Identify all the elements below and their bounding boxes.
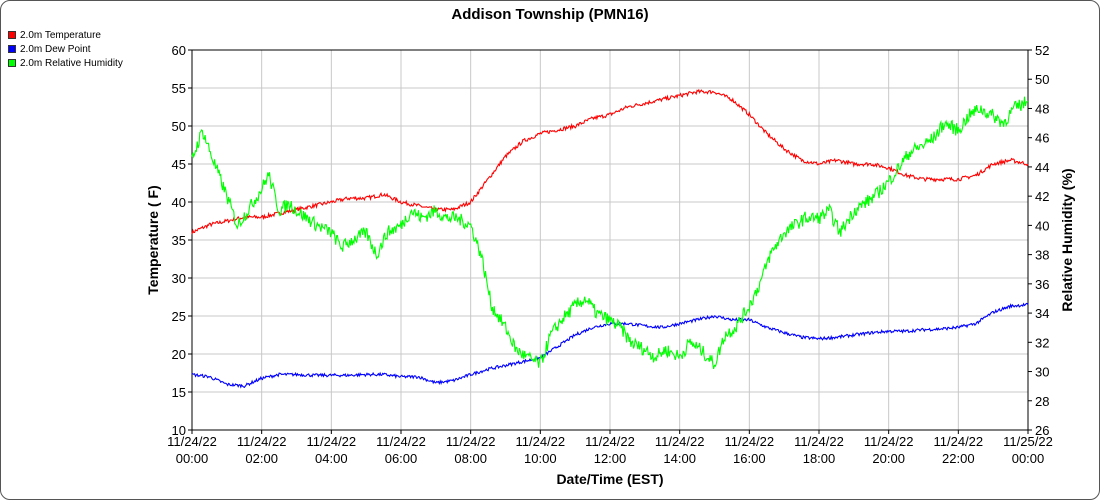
y-left-tick-label: 60 <box>172 43 186 58</box>
x-tick-time: 14:00 <box>663 451 696 466</box>
x-tick-date: 11/24/22 <box>794 434 844 449</box>
y-left-tick-label: 30 <box>172 271 186 286</box>
x-tick-time: 18:00 <box>803 451 836 466</box>
x-tick-date: 11/24/22 <box>585 434 635 449</box>
series-layer <box>191 88 1029 389</box>
x-tick-date: 11/24/22 <box>864 434 914 449</box>
y-left-tick-label: 25 <box>172 309 186 324</box>
x-tick-date: 11/24/22 <box>655 434 705 449</box>
y-left-tick-label: 45 <box>172 157 186 172</box>
x-tick-date: 11/24/22 <box>516 434 566 449</box>
x-tick-date: 11/24/22 <box>934 434 984 449</box>
x-tick-time: 04:00 <box>315 451 348 466</box>
y-right-tick-label: 52 <box>1035 43 1049 58</box>
y-axis-right-label: Relative Humidity (%) <box>1059 168 1075 311</box>
x-tick-date: 11/25/22 <box>1003 434 1053 449</box>
x-tick-date: 11/24/22 <box>237 434 287 449</box>
y-right-tick-label: 32 <box>1035 335 1049 350</box>
x-tick-date: 11/24/22 <box>446 434 496 449</box>
legend: 2.0m Temperature 2.0m Dew Point 2.0m Rel… <box>8 28 123 70</box>
y-right-tick-label: 36 <box>1035 277 1049 292</box>
y-left-tick-label: 35 <box>172 233 186 248</box>
legend-swatch-relative-humidity <box>8 59 16 67</box>
legend-label-relative-humidity: 2.0m Relative Humidity <box>20 57 123 69</box>
x-tick-time: 06:00 <box>385 451 418 466</box>
x-tick-time: 20:00 <box>872 451 905 466</box>
x-tick-time: 12:00 <box>594 451 627 466</box>
y-right-tick-label: 26 <box>1035 423 1049 438</box>
legend-swatch-dew-point <box>8 45 16 53</box>
legend-item-temperature: 2.0m Temperature <box>8 28 123 42</box>
x-tick-time: 02:00 <box>245 451 278 466</box>
x-tick-date: 11/24/22 <box>725 434 775 449</box>
y-right-tick-label: 50 <box>1035 72 1049 87</box>
y-right-tick-label: 28 <box>1035 394 1049 409</box>
series-line-2-0m-temperature <box>191 88 1029 235</box>
y-right-tick-label: 34 <box>1035 306 1049 321</box>
y-right-tick-label: 30 <box>1035 365 1049 380</box>
x-tick-time: 22:00 <box>942 451 975 466</box>
x-tick-date: 11/24/22 <box>167 434 217 449</box>
legend-swatch-temperature <box>8 31 16 39</box>
y-left-tick-label: 40 <box>172 195 186 210</box>
y-left-tick-label: 20 <box>172 347 186 362</box>
y-right-tick-label: 42 <box>1035 189 1049 204</box>
legend-item-dew-point: 2.0m Dew Point <box>8 42 123 56</box>
y-left-tick-label: 10 <box>172 423 186 438</box>
ticks: 11/24/22 00:00 11/24/22 02:00 11/24/22 04:00 1… <box>167 43 1053 466</box>
x-tick-time: 00:00 <box>176 451 209 466</box>
y-right-tick-label: 38 <box>1035 248 1049 263</box>
x-tick-time: 10:00 <box>524 451 557 466</box>
series-line-2-0m-dew-point <box>191 302 1029 389</box>
y-axis-left-label: Temperature ( F) <box>145 185 161 294</box>
y-left-tick-label: 55 <box>172 81 186 96</box>
x-axis-label: Date/Time (EST) <box>556 471 663 487</box>
chart-title: Addison Township (PMN16) <box>451 6 648 23</box>
y-left-tick-label: 50 <box>172 119 186 134</box>
x-tick-time: 00:00 <box>1012 451 1045 466</box>
legend-label-temperature: 2.0m Temperature <box>20 29 101 41</box>
y-right-tick-label: 46 <box>1035 131 1049 146</box>
y-left-tick-label: 15 <box>172 385 186 400</box>
x-tick-date: 11/24/22 <box>376 434 426 449</box>
y-right-tick-label: 48 <box>1035 101 1049 116</box>
grid <box>191 49 1029 431</box>
x-tick-time: 16:00 <box>733 451 766 466</box>
x-tick-time: 08:00 <box>454 451 487 466</box>
series-line-2-0m-relative-humidity <box>191 96 1029 370</box>
legend-label-dew-point: 2.0m Dew Point <box>20 43 91 55</box>
legend-item-relative-humidity: 2.0m Relative Humidity <box>8 56 123 70</box>
y-right-tick-label: 40 <box>1035 218 1049 233</box>
x-tick-date: 11/24/22 <box>307 434 357 449</box>
y-right-tick-label: 44 <box>1035 160 1049 175</box>
